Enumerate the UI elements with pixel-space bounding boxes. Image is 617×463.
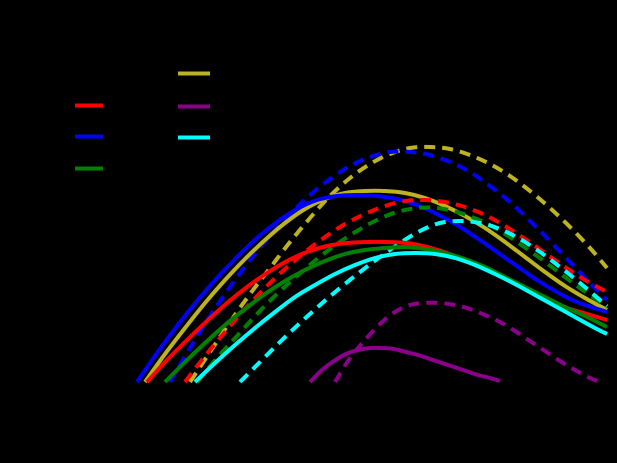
series-curve-green-dashed: [195, 205, 609, 384]
series-layer: [135, 144, 609, 384]
series-curve-purple-dashed: [333, 300, 601, 384]
series-curve-green-solid: [163, 244, 608, 384]
series-curve-purple-solid: [308, 345, 501, 384]
series-curve-blue-dashed: [168, 149, 609, 384]
series-curve-olive-dashed: [188, 144, 609, 384]
series-curve-red-dashed: [183, 197, 608, 384]
chart-legend: [75, 71, 210, 171]
axis-frame: [129, 40, 610, 383]
series-curve-cyan-dashed: [238, 219, 609, 384]
series-curve-blue-solid: [135, 193, 608, 384]
series-curve-cyan-solid: [193, 251, 608, 384]
series-curve-olive-solid: [143, 188, 608, 384]
